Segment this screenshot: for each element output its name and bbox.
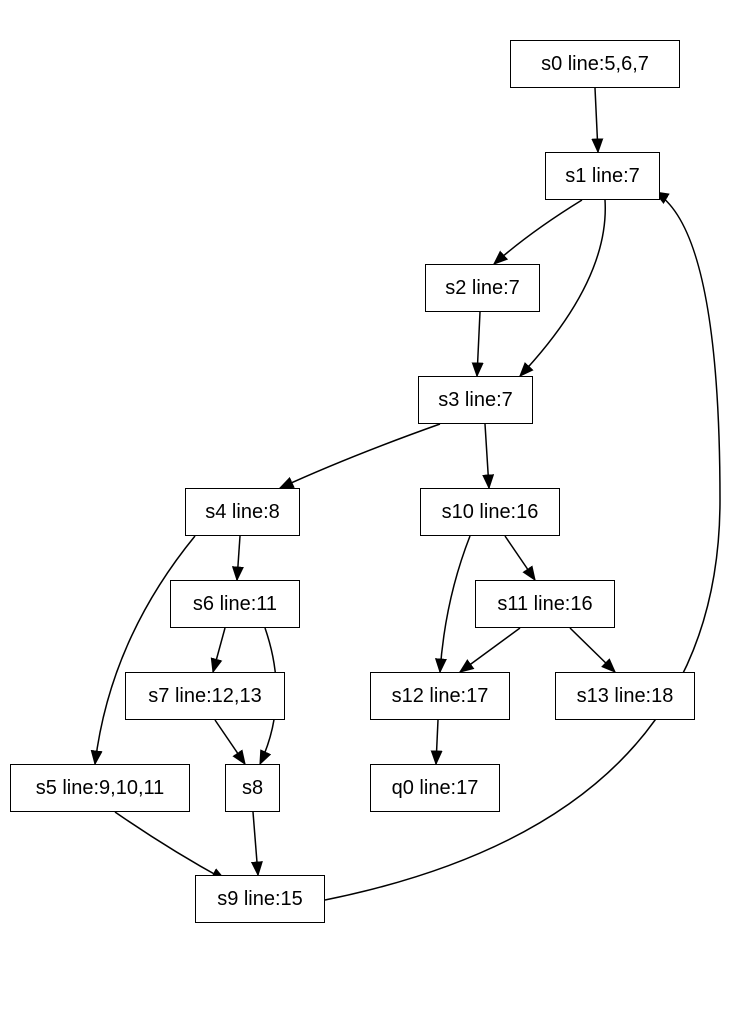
node-s3: s3 line:7 xyxy=(418,376,533,424)
node-label-s10: s10 line:16 xyxy=(442,501,539,524)
node-s11: s11 line:16 xyxy=(475,580,615,628)
edge-s0-s1 xyxy=(595,88,598,152)
node-label-s3: s3 line:7 xyxy=(438,389,513,412)
node-label-s11: s11 line:16 xyxy=(497,593,592,616)
node-label-s12: s12 line:17 xyxy=(392,685,489,708)
node-s12: s12 line:17 xyxy=(370,672,510,720)
edge-s11-s12 xyxy=(460,628,520,672)
edge-s4-s6 xyxy=(237,536,240,580)
edge-s6-s7 xyxy=(213,628,225,672)
edge-s4-s5 xyxy=(95,536,195,764)
node-s5: s5 line:9,10,11 xyxy=(10,764,190,812)
node-s6: s6 line:11 xyxy=(170,580,300,628)
node-label-s6: s6 line:11 xyxy=(193,593,277,616)
edge-s11-s13 xyxy=(570,628,615,672)
edge-s2-s3 xyxy=(477,312,480,376)
node-s4: s4 line:8 xyxy=(185,488,300,536)
node-s13: s13 line:18 xyxy=(555,672,695,720)
node-label-s7: s7 line:12,13 xyxy=(148,685,261,708)
node-s8: s8 xyxy=(225,764,280,812)
edge-s3-s4 xyxy=(280,424,440,488)
node-s9: s9 line:15 xyxy=(195,875,325,923)
edge-s10-s12 xyxy=(440,536,470,672)
edge-s5-s9 xyxy=(115,812,225,880)
edge-s10-s11 xyxy=(505,536,535,580)
node-label-s1: s1 line:7 xyxy=(565,165,640,188)
node-s1: s1 line:7 xyxy=(545,152,660,200)
edge-s8-s9 xyxy=(253,812,258,875)
node-s10: s10 line:16 xyxy=(420,488,560,536)
node-label-s9: s9 line:15 xyxy=(217,888,303,911)
edge-s12-q0 xyxy=(436,720,438,764)
edge-s7-s8 xyxy=(215,720,245,764)
edge-s3-s10 xyxy=(485,424,489,488)
node-label-s8: s8 xyxy=(242,777,263,800)
node-s0: s0 line:5,6,7 xyxy=(510,40,680,88)
node-label-s2: s2 line:7 xyxy=(445,277,520,300)
node-label-s5: s5 line:9,10,11 xyxy=(36,777,165,800)
node-label-s0: s0 line:5,6,7 xyxy=(541,53,649,76)
node-s7: s7 line:12,13 xyxy=(125,672,285,720)
node-label-q0: q0 line:17 xyxy=(392,777,479,800)
node-s2: s2 line:7 xyxy=(425,264,540,312)
node-q0: q0 line:17 xyxy=(370,764,500,812)
node-label-s4: s4 line:8 xyxy=(205,501,280,524)
edge-s1-s2 xyxy=(494,200,582,264)
node-label-s13: s13 line:18 xyxy=(577,685,674,708)
